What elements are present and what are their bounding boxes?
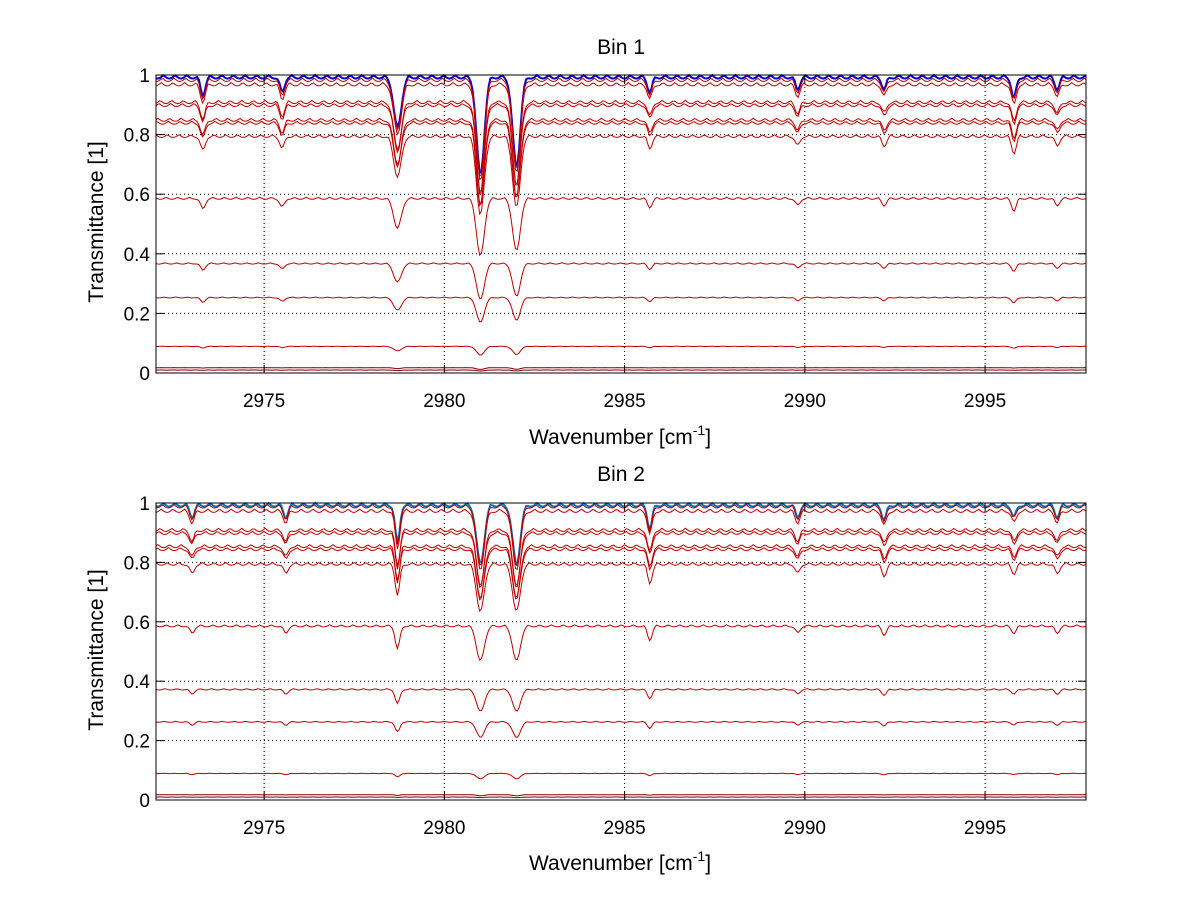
series-line bbox=[155, 369, 1086, 372]
x-tick-label: 2975 bbox=[243, 818, 285, 839]
series-line bbox=[155, 133, 1087, 216]
y-tick-label: 0.4 bbox=[124, 245, 151, 266]
ticks: 2975 2980 2985 2990 2995 0 0.2 0.4 0.6 0.8 1 bbox=[124, 494, 1086, 839]
x-axis-title: Wavenumber [cm-1] bbox=[529, 848, 711, 875]
chart-panel-bin-1: Bin 1 2975 2980 2985 2990 2995 0 0.2 0.4 0.6 0.8 1… bbox=[85, 36, 1087, 449]
series-line bbox=[155, 527, 1087, 586]
chart-panel-bin-2: Bin 2 2975 2980 2985 2990 2995 0 0.2 0.4 0.6 0.8 1… bbox=[85, 463, 1087, 875]
y-tick-label: 1 bbox=[139, 66, 150, 87]
series-line bbox=[155, 720, 1087, 738]
x-tick-label: 2990 bbox=[784, 818, 826, 839]
series-layer bbox=[155, 73, 1087, 372]
x-tick-label: 2980 bbox=[423, 391, 465, 412]
y-axis-title: Transmittance [1] bbox=[85, 141, 108, 302]
series-line bbox=[155, 81, 1087, 181]
y-tick-label: 0.2 bbox=[124, 304, 150, 325]
x-tick-label: 2995 bbox=[964, 818, 1006, 839]
series-line bbox=[155, 196, 1087, 257]
y-tick-label: 1 bbox=[139, 494, 150, 515]
x-tick-label: 2985 bbox=[603, 818, 645, 839]
ticks: 2975 2980 2985 2990 2995 0 0.2 0.4 0.6 0.8 1 bbox=[124, 66, 1086, 412]
y-tick-label: 0.4 bbox=[124, 672, 151, 693]
series-line bbox=[155, 561, 1087, 613]
series-line bbox=[155, 73, 1087, 175]
series-line bbox=[156, 772, 1086, 780]
y-tick-label: 0.6 bbox=[124, 613, 150, 634]
x-tick-label: 2985 bbox=[603, 391, 645, 412]
y-tick-label: 0.8 bbox=[124, 126, 150, 147]
series-line bbox=[155, 117, 1087, 206]
series-line bbox=[155, 508, 1087, 571]
series-line bbox=[155, 99, 1087, 193]
x-tick-label: 2990 bbox=[784, 391, 826, 412]
series-line bbox=[155, 503, 1087, 567]
series-line bbox=[155, 77, 1087, 177]
series-line bbox=[156, 794, 1086, 797]
y-tick-label: 0 bbox=[139, 791, 150, 812]
axes-box bbox=[155, 502, 1087, 801]
series-line bbox=[155, 530, 1087, 589]
series-line bbox=[156, 345, 1086, 356]
series-line bbox=[155, 102, 1087, 196]
series-layer bbox=[155, 501, 1087, 799]
y-tick-label: 0.6 bbox=[124, 185, 150, 206]
series-line bbox=[155, 624, 1087, 661]
series-line bbox=[156, 367, 1087, 370]
series-line bbox=[155, 688, 1087, 712]
series-line bbox=[155, 296, 1087, 323]
x-tick-label: 2975 bbox=[243, 391, 285, 412]
x-tick-label: 2980 bbox=[423, 818, 465, 839]
chart-title: Bin 2 bbox=[597, 463, 645, 486]
y-tick-label: 0.2 bbox=[124, 732, 150, 753]
x-axis-title: Wavenumber [cm-1] bbox=[529, 422, 711, 449]
y-tick-label: 0 bbox=[139, 364, 150, 385]
series-line bbox=[156, 796, 1087, 799]
series-line bbox=[155, 543, 1087, 599]
series-line bbox=[155, 546, 1087, 601]
y-axis-title: Transmittance [1] bbox=[85, 569, 108, 730]
x-tick-label: 2995 bbox=[964, 391, 1006, 412]
series-line bbox=[155, 120, 1087, 207]
axes-box bbox=[155, 74, 1087, 374]
y-tick-label: 0.8 bbox=[124, 553, 150, 574]
series-line bbox=[155, 262, 1087, 300]
chart-title: Bin 1 bbox=[597, 36, 645, 59]
